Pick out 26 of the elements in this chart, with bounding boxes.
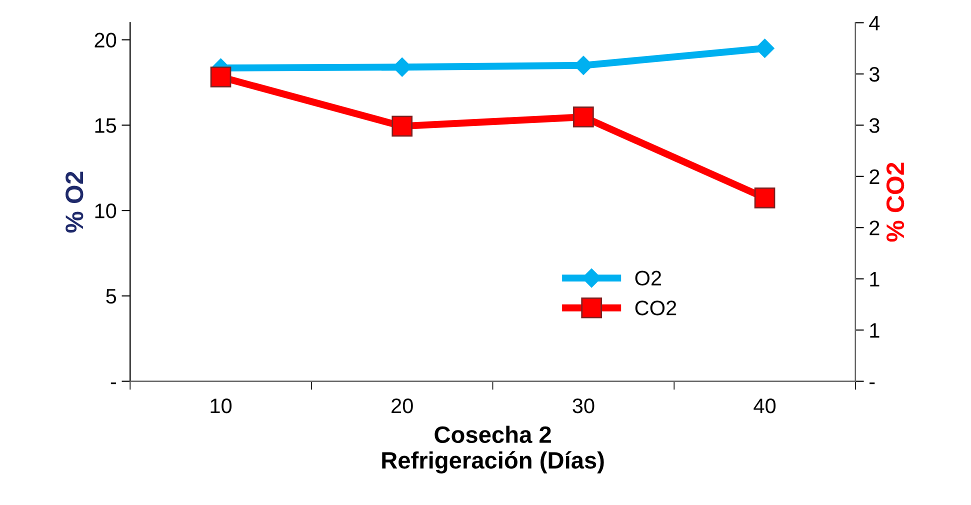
y2-tick-label: 3 <box>869 118 880 133</box>
y2-tick-label: 4 <box>869 16 880 30</box>
x-tick-label: 20 <box>392 398 413 414</box>
y-axis-title: % O2 <box>66 172 84 233</box>
x-tick-label: 30 <box>572 398 594 414</box>
legend-label: O2 <box>635 270 662 286</box>
point <box>754 187 776 208</box>
y2-tick-label: 1 <box>870 323 880 338</box>
y-tick-label: 15 <box>95 118 116 133</box>
y2-tick-label: 3 <box>869 66 880 82</box>
y2-tick-label: 2 <box>870 169 880 184</box>
x-tick-label: 10 <box>210 398 232 414</box>
y-tick-label: 20 <box>94 32 116 48</box>
y-tick-label: 10 <box>95 204 116 218</box>
point <box>573 106 594 128</box>
y2-tick-label: 2 <box>870 220 880 236</box>
x-axis-title: Cosecha 2 Refrigeración (Días) <box>382 426 604 474</box>
y-tick-label: 5 <box>106 289 116 304</box>
y2-tick-label: 1 <box>870 272 880 286</box>
y-tick-label: - <box>110 382 116 384</box>
point <box>392 116 413 137</box>
point <box>210 66 232 88</box>
legend-label: CO2 <box>635 300 676 316</box>
y2-tick-label: - <box>870 382 875 384</box>
y2-axis-title: % CO2 <box>886 162 904 242</box>
x-tick-label: 40 <box>754 398 776 414</box>
